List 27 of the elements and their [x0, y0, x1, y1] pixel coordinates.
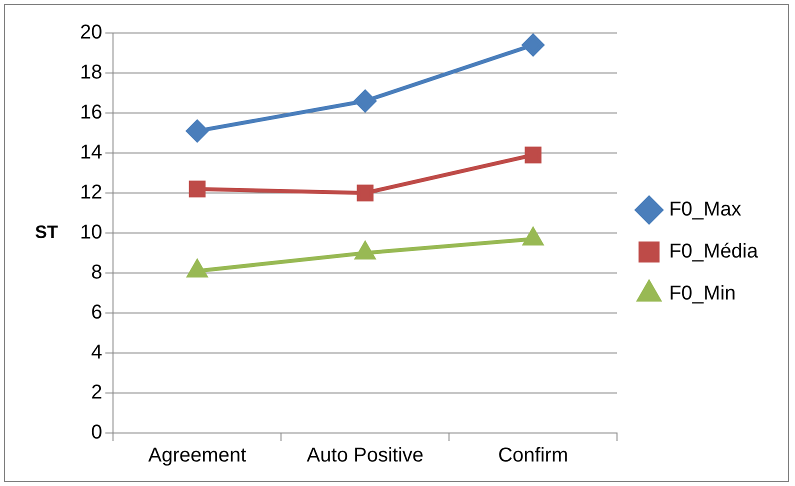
y-tick-label: 14: [80, 142, 102, 164]
legend-label: F0_Min: [669, 282, 736, 305]
x-tick-label: Agreement: [148, 444, 247, 467]
point: [356, 184, 374, 202]
x-tick-label: Auto Positive: [306, 444, 424, 467]
y-tick-label: 0: [91, 422, 102, 444]
point: [188, 180, 206, 198]
x-tick-label: Confirm: [498, 444, 568, 467]
point: [187, 260, 208, 278]
y-tick-label: 6: [91, 302, 102, 324]
y-tick-label: 18: [80, 62, 102, 84]
point: [523, 228, 543, 246]
y-axis-title: ST: [35, 222, 58, 242]
y-tick-label: 2: [91, 382, 102, 404]
y-tick-label: 10: [80, 222, 102, 244]
y-tick-label: 12: [80, 182, 102, 204]
legend-label: F0_Média: [669, 240, 759, 263]
y-tick-label: 16: [80, 102, 102, 124]
point: [186, 120, 208, 142]
point: [355, 242, 375, 260]
y-tick-label: 8: [91, 262, 102, 284]
point: [522, 34, 544, 56]
legend-label: F0_Max: [669, 198, 742, 221]
y-tick-label: 20: [80, 22, 102, 44]
y-tick-label: 4: [91, 342, 102, 364]
point: [524, 146, 542, 164]
point: [354, 90, 376, 112]
